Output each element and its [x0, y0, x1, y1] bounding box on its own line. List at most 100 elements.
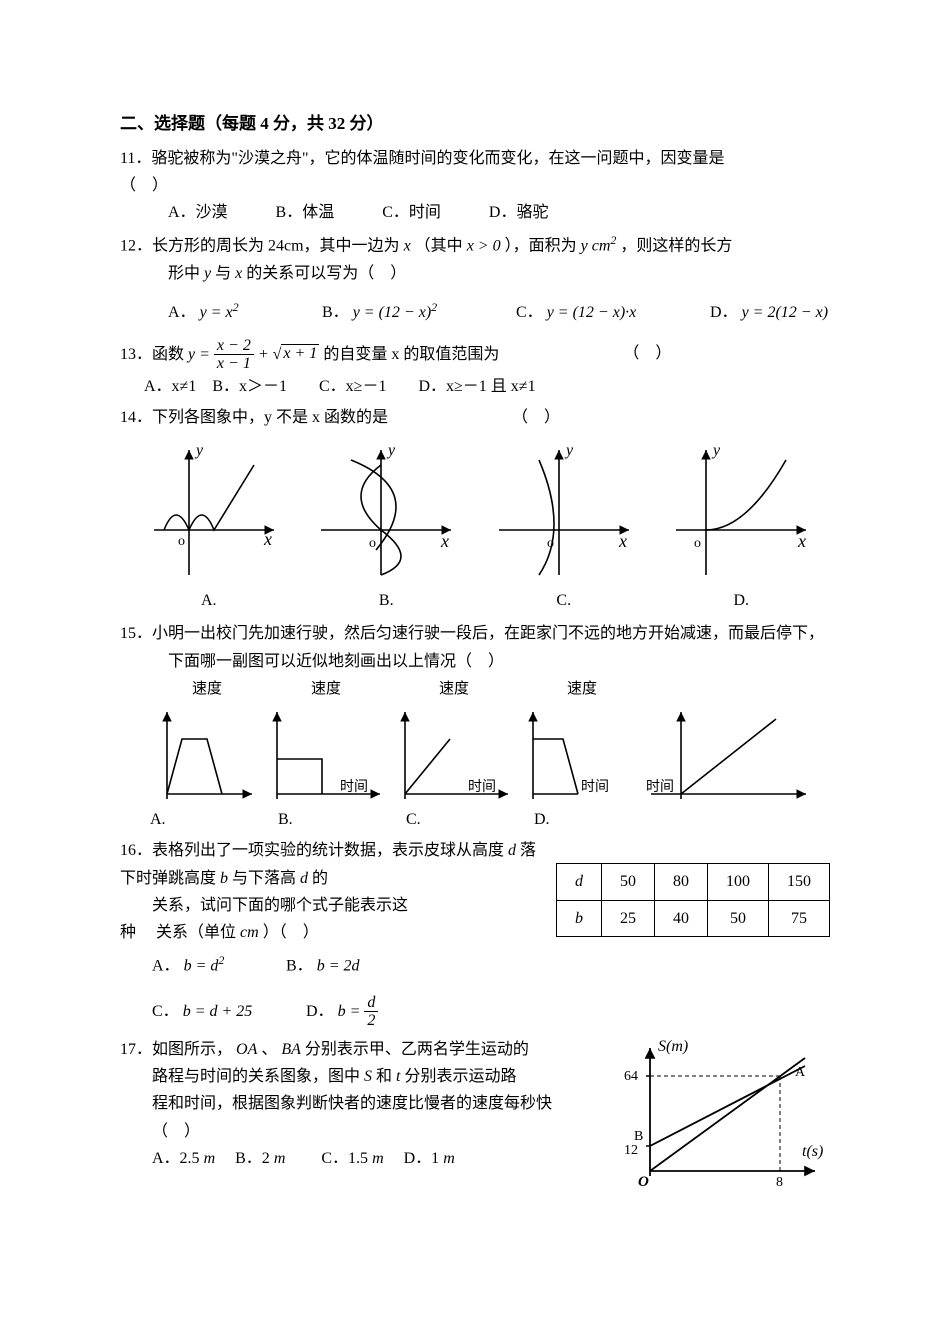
- q17-paren: （ ）: [152, 1123, 200, 1140]
- q15-xlab-B: 时间: [340, 779, 368, 795]
- q13-lead: 13．函数: [120, 345, 188, 362]
- q15-block-E: 速度 时间: [646, 677, 816, 805]
- q12-optC-l: C．: [516, 299, 543, 326]
- q14-graphs: y x o y x o y x o: [120, 435, 830, 585]
- q15-ylab-A: 速度: [192, 677, 222, 703]
- q17-O: O: [638, 1174, 649, 1190]
- q17-optA: A．2.5: [152, 1150, 204, 1167]
- table-cell: 150: [769, 864, 830, 900]
- q16-optC: b = d + 25: [183, 1003, 253, 1020]
- q17-optD: D．1: [388, 1150, 444, 1167]
- q15-label-B: B.: [278, 806, 406, 833]
- q14-graph-B: y x o: [311, 435, 461, 585]
- q17-optB: B．2: [219, 1150, 274, 1167]
- q17-Bl: B: [634, 1129, 643, 1144]
- q15-block-A: 速度: [152, 677, 262, 805]
- axis-label-x: x: [440, 531, 449, 551]
- q15-label-D: D.: [534, 806, 662, 833]
- q17-graph: S(m) t(s) O A B 64 12 8: [610, 1036, 830, 1196]
- q16-s3b: ）（ ）: [263, 924, 319, 941]
- table-cell: 75: [769, 900, 830, 936]
- q17-optC: C．1.5: [289, 1150, 372, 1167]
- q17-A: A: [795, 1065, 806, 1080]
- q17-and: 和: [376, 1068, 396, 1085]
- table-cell: b: [557, 900, 602, 936]
- table-cell: d: [557, 864, 602, 900]
- q12-l2y: y: [204, 265, 211, 282]
- q16-b: b: [220, 870, 228, 887]
- q12-l2a: 形中: [168, 265, 204, 282]
- q17-oa: OA: [236, 1041, 257, 1058]
- q15-block-D: 速度 时间: [518, 677, 646, 805]
- question-17: 17．如图所示， OA 、 BA 分别表示甲、乙两名学生运动的 路程与时间的关系…: [120, 1036, 830, 1196]
- table-row: b 25 40 50 75: [557, 900, 830, 936]
- q16-optD-den: 2: [364, 1012, 378, 1030]
- q12-optA: y = x: [200, 299, 233, 326]
- q14-paren: （ ）: [512, 409, 560, 426]
- q12-optB: y = (12 − x): [353, 299, 431, 326]
- q17-S: S: [364, 1068, 372, 1085]
- question-15: 15．小明一出校门先加速行驶，然后匀速行驶一段后，在距家门不远的地方开始减速，而…: [120, 620, 830, 833]
- q16-s1c: 与下落高: [232, 870, 300, 887]
- q12-xgt: x > 0: [467, 238, 501, 255]
- q14-graph-C: y x o: [489, 435, 639, 585]
- q11-stem: 11．骆驼被称为"沙漠之舟"，它的体温随时间的变化而变化，在这一问题中，因变量是: [120, 150, 724, 167]
- q12-optD-l: D．: [710, 299, 738, 326]
- q12-cm-sup: 2: [610, 233, 616, 247]
- q12-mid2: ），面积为: [505, 238, 581, 255]
- q12-l2x: x: [235, 265, 242, 282]
- q13-plus: +: [258, 345, 273, 362]
- q13-paren: （ ）: [623, 345, 671, 362]
- q16-s2a: 关系，试问下面的哪个式子能表示这: [152, 897, 408, 914]
- q11-paren: （ ）: [120, 177, 168, 194]
- question-14: 14．下列各图象中，y 不是 x 函数的是 （ ） y x o y x: [120, 404, 830, 614]
- q16-d: d: [508, 842, 516, 859]
- q12-optC: y = (12 − x)·x: [547, 299, 637, 326]
- q15-ylab-D: 速度: [567, 677, 597, 703]
- table-cell: 50: [602, 864, 655, 900]
- axis-label-y: y: [194, 442, 204, 459]
- q15-stem1: 15．小明一出校门先加速行驶，然后匀速行驶一段后，在距家门不远的地方开始减速，而…: [120, 620, 830, 647]
- q17-mA: m: [204, 1150, 216, 1167]
- axis-label-o: o: [547, 536, 554, 551]
- q17-t: t: [396, 1068, 400, 1085]
- axis-label-o: o: [694, 536, 701, 551]
- q16-optD-a: b =: [338, 1003, 365, 1020]
- q13-sqrt-arg: x + 1: [281, 344, 319, 362]
- section-heading: 二、选择题（每题 4 分，共 32 分）: [120, 110, 830, 139]
- question-11: 11．骆驼被称为"沙漠之舟"，它的体温随时间的变化而变化，在这一问题中，因变量是…: [120, 145, 830, 227]
- q14-graph-A: y x o: [134, 435, 284, 585]
- q15-xlab-D0: 时间: [581, 779, 609, 795]
- q16-optA: b = d: [184, 958, 219, 975]
- q16-optB: b = 2d: [317, 958, 360, 975]
- q15-ylab-C: 速度: [439, 677, 469, 703]
- q17-mB: m: [274, 1150, 286, 1167]
- q12-y: y: [581, 238, 588, 255]
- q16-s1d: 的: [312, 870, 328, 887]
- q17-ts: t(s): [802, 1143, 823, 1160]
- q11-options: A．沙漠 B．体温 C．时间 D．骆驼: [168, 199, 830, 226]
- q15-xlab-C: 时间: [468, 779, 496, 795]
- q17-s3: 程和时间，根据图象判断快者的速度比慢者的速度每秒快: [152, 1095, 552, 1112]
- q17-s1b: 、: [261, 1041, 277, 1058]
- axis-label-o: o: [369, 536, 376, 551]
- q17-Sm: S(m): [658, 1038, 688, 1055]
- q14-label-B: B.: [311, 587, 461, 614]
- q15-block-C: 速度 时间: [390, 677, 518, 805]
- q13-frac: x − 2 x − 1: [214, 337, 254, 373]
- q12-optD: y = 2(12 − x): [742, 299, 828, 326]
- q14-graph-labels: A. B. C. D.: [120, 587, 830, 614]
- q15-block-B: 速度 时间: [262, 677, 390, 805]
- q13-frac-num: x − 2: [214, 337, 254, 356]
- q14-graph-D: y x o: [666, 435, 816, 585]
- table-cell: 25: [602, 900, 655, 936]
- q16-optC-l: C．: [152, 1003, 179, 1020]
- q17-s1: 17．如图所示，: [120, 1041, 232, 1058]
- q16-s2b: 种: [120, 924, 136, 941]
- q12-x: x: [404, 238, 411, 255]
- q16-table: d 50 80 100 150 b 25 40 50 75: [556, 863, 830, 936]
- axis-label-y: y: [564, 442, 574, 459]
- q14-label-C: C.: [489, 587, 639, 614]
- q12-l2c: 的关系可以写为（ ）: [246, 265, 406, 282]
- q17-s2b: 分别表示运动路: [404, 1068, 516, 1085]
